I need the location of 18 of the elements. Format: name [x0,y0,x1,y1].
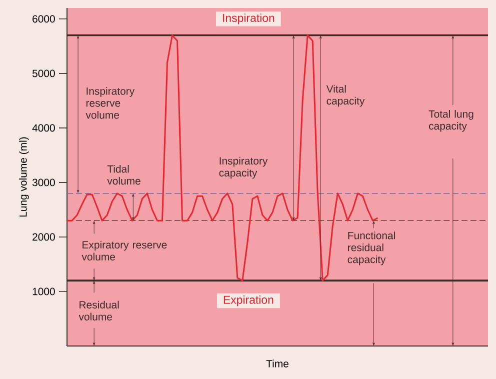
annotation: Expiration [224,295,274,306]
annotation: Inspiration [223,14,274,24]
annotation: Residual volume [78,300,119,320]
y-tick-label: 5000 [32,70,55,78]
annotation: Total lung capacity [428,110,474,132]
annotation: Inspiratory reserve volume [86,87,135,119]
annotation: Functional residual capacity [348,232,395,266]
annotation: Tidal volume [107,165,140,185]
x-axis-title: Time [266,360,288,368]
y-tick-label: 1000 [32,288,55,296]
annotation: Vital capacity [326,84,365,107]
annotation: Inspiratory capacity [219,156,268,179]
y-axis-title: Lung volume (ml) [19,137,29,217]
y-tick-label: 2000 [32,233,55,241]
y-tick-label: 3000 [32,178,55,186]
y-tick-label: 6000 [32,15,55,23]
y-tick-label: 4000 [32,124,55,132]
annotation: Expiratory reserve volume [82,240,167,260]
